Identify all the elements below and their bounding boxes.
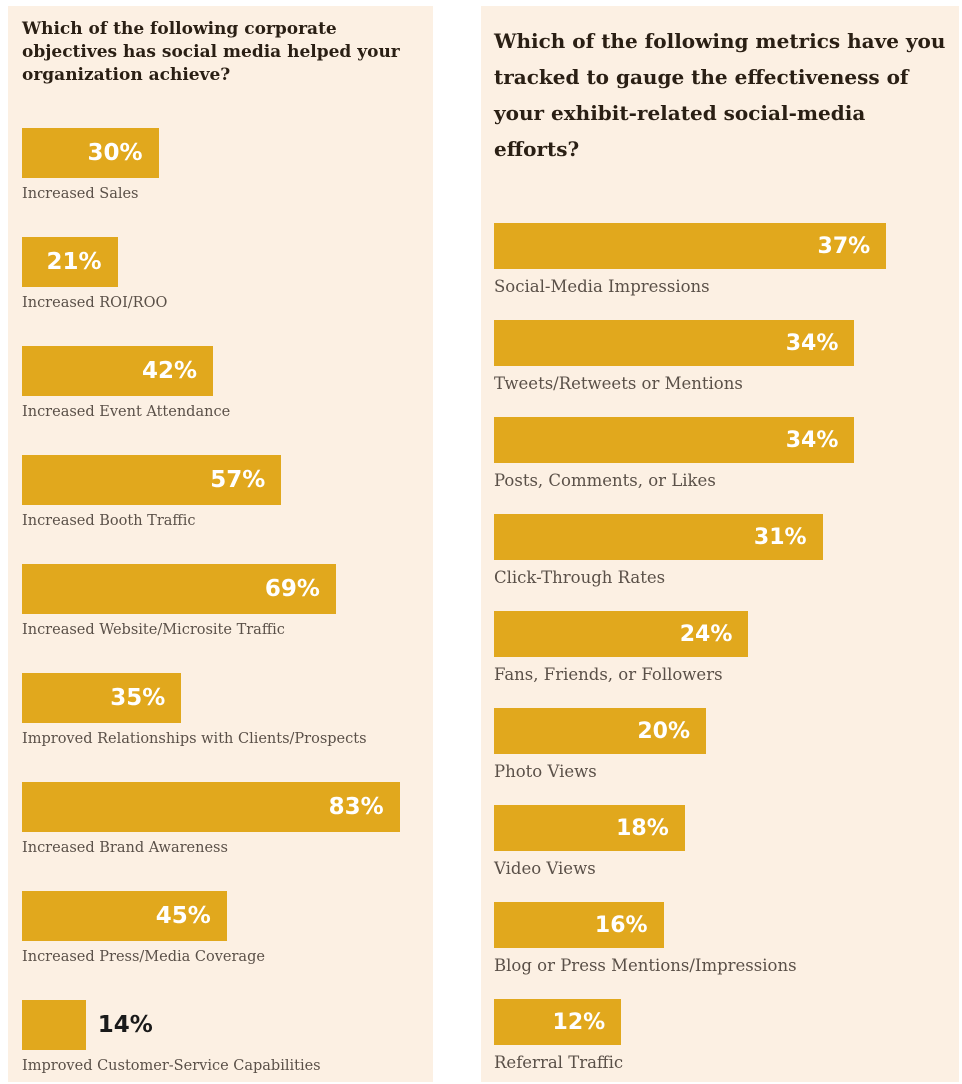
bar-value-label: 37%	[817, 233, 871, 259]
category-label: Increased Event Attendance	[22, 404, 231, 420]
bar-value-label: 20%	[637, 718, 690, 744]
bar: 35%	[22, 673, 182, 723]
bar-value-label: 57%	[210, 467, 266, 493]
bar-value-label: 34%	[785, 330, 839, 356]
category-label: Increased Website/Microsite Traffic	[22, 622, 285, 638]
category-label: Click-Through Rates	[494, 568, 666, 587]
category-label: Increased Brand Awareness	[22, 840, 228, 856]
bar: 12%	[494, 999, 622, 1045]
bar-value-label: 18%	[616, 815, 669, 841]
chart-title: Which of the following metrics have you …	[494, 29, 946, 161]
category-label: Photo Views	[494, 762, 597, 781]
bar: 45%	[22, 891, 227, 941]
category-label: Increased Press/Media Coverage	[22, 949, 265, 965]
bar: 57%	[22, 455, 282, 505]
category-label: Posts, Comments, or Likes	[494, 471, 716, 490]
bar-value-label: 83%	[328, 794, 384, 820]
bar: 34%	[494, 417, 855, 463]
bar-value-label: 34%	[785, 427, 839, 453]
metrics-chart-panel: Which of the following metrics have you …	[481, 6, 959, 1082]
chart-title: Which of the following corporate objecti…	[22, 19, 400, 85]
bar-value-label: 31%	[753, 524, 807, 550]
bar-value-label: 35%	[110, 685, 166, 711]
category-label: Social-Media Impressions	[494, 277, 710, 296]
objectives-chart-panel: Which of the following corporate objecti…	[8, 6, 433, 1082]
bar-value-label: 21%	[46, 249, 102, 275]
bar: 24%	[494, 611, 749, 657]
bar-value-label: 14%	[97, 1012, 153, 1038]
bar: 34%	[494, 320, 855, 366]
category-label: Increased Booth Traffic	[22, 513, 196, 529]
bar: 30%	[22, 128, 159, 178]
category-label: Referral Traffic	[494, 1053, 624, 1072]
bar-value-label: 16%	[594, 912, 648, 938]
category-label: Increased Sales	[22, 186, 139, 202]
bar-value-label: 30%	[87, 140, 143, 166]
bar: 20%	[494, 708, 706, 754]
bar: 83%	[22, 782, 400, 832]
category-label: Video Views	[494, 859, 596, 878]
bar: 69%	[22, 564, 336, 614]
category-label: Blog or Press Mentions/Impressions	[494, 956, 797, 975]
category-label: Improved Customer-Service Capabilities	[22, 1058, 321, 1074]
bar: 31%	[494, 514, 823, 560]
bar: 14%	[22, 1000, 153, 1050]
bar-value-label: 42%	[142, 358, 198, 384]
bar: 37%	[494, 223, 887, 269]
bar: 21%	[22, 237, 118, 287]
category-label: Tweets/Retweets or Mentions	[494, 374, 743, 393]
category-label: Fans, Friends, or Followers	[494, 665, 723, 684]
bar-value-label: 45%	[155, 903, 211, 929]
bar: 16%	[494, 902, 664, 948]
bar: 18%	[494, 805, 685, 851]
bar-value-label: 12%	[552, 1009, 606, 1035]
category-label: Improved Relationships with Clients/Pros…	[22, 731, 367, 747]
bar-value-label: 69%	[264, 576, 320, 602]
category-label: Increased ROI/ROO	[22, 295, 168, 311]
bar: 42%	[22, 346, 214, 396]
bar-value-label: 24%	[679, 621, 733, 647]
